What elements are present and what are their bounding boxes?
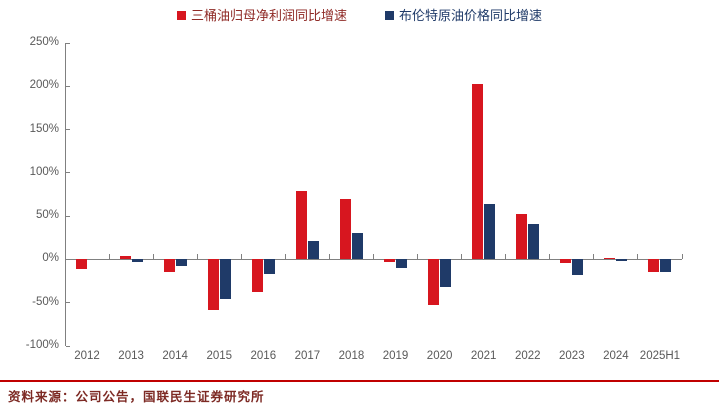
x-tick-label: 2013 [118, 350, 144, 362]
bar-profit-2024 [604, 257, 616, 260]
x-tick-label: 2025H1 [639, 350, 681, 362]
x-tick [240, 254, 242, 260]
bar-profit-2013 [119, 255, 131, 260]
x-tick-label: 2019 [382, 350, 409, 362]
y-tick-label: 150% [29, 122, 59, 135]
x-tick [593, 254, 595, 260]
x-tick-label: 2016 [250, 350, 277, 362]
bar-brent-2022 [528, 223, 540, 260]
footer-separator-line [0, 380, 719, 382]
x-tick [152, 254, 154, 260]
legend-item-profit: 三桶油归母净利润同比增速 [176, 8, 347, 23]
y-axis-line [65, 43, 66, 346]
bar-profit-2023 [560, 259, 572, 263]
source-note: 资料来源：公司公告，国联民生证券研究所 [8, 390, 265, 404]
y-tick-label: 100% [29, 165, 59, 178]
x-tick [549, 254, 551, 260]
x-tick-label: 2023 [559, 350, 585, 362]
bar-brent-2024 [616, 259, 628, 262]
bar-brent-2021 [484, 204, 496, 260]
x-tick-label: 2012 [74, 350, 100, 362]
legend-swatch-icon [176, 11, 186, 20]
x-tick [505, 254, 507, 260]
y-tick [66, 345, 70, 347]
x-tick-label: 2015 [206, 350, 233, 362]
bar-profit-2015 [207, 259, 219, 310]
legend-label: 布伦特原油价格同比增速 [399, 8, 543, 23]
bar-brent-2018 [351, 232, 363, 260]
bar-brent-2014 [175, 259, 187, 267]
bar-profit-2014 [163, 259, 175, 273]
bar-profit-2012 [75, 259, 87, 269]
bar-profit-2020 [428, 259, 440, 306]
x-tick-label: 2020 [426, 350, 453, 362]
x-tick [417, 254, 419, 260]
zero-baseline [65, 258, 682, 260]
y-tick-label: 0% [42, 252, 59, 265]
bar-brent-2025H1 [660, 259, 672, 273]
bar-profit-2017 [295, 191, 307, 260]
x-tick-label: 2024 [603, 350, 629, 362]
legend-label: 三桶油归母净利润同比增速 [190, 8, 347, 23]
x-tick [373, 254, 374, 260]
legend-item-brent: 布伦特原油价格同比增速 [385, 8, 542, 23]
x-tick [328, 254, 330, 260]
x-tick [461, 254, 463, 260]
bar-profit-2016 [251, 259, 263, 293]
x-tick [637, 254, 639, 260]
legend: 三桶油归母净利润同比增速 布伦特原油价格同比增速 [0, 8, 719, 23]
bar-brent-2017 [307, 241, 319, 260]
y-tick [66, 85, 70, 87]
y-tick [66, 172, 70, 174]
legend-swatch-icon [385, 11, 394, 20]
x-tick-label: 2017 [294, 350, 321, 362]
x-tick [284, 254, 286, 260]
plot-area: 250% 200% 150% 100% 50% 0% -50% -100% 2012 2013 20… [26, 36, 683, 362]
bar-brent-2015 [219, 259, 231, 300]
bar-profit-2021 [472, 83, 484, 260]
x-tick [108, 254, 110, 260]
y-tick [66, 129, 70, 131]
bar-profit-2018 [339, 198, 351, 260]
x-tick [681, 254, 683, 260]
y-tick-label: 250% [29, 36, 59, 48]
y-tick [66, 258, 70, 260]
bar-brent-2013 [131, 259, 143, 263]
y-tick [66, 215, 70, 217]
bar-brent-2023 [572, 259, 584, 275]
bar-brent-2019 [396, 259, 408, 269]
x-tick-label: 2021 [470, 350, 497, 362]
y-tick-label: -50% [32, 295, 59, 308]
bar-brent-2016 [263, 259, 275, 275]
bar-profit-2022 [516, 213, 528, 260]
y-tick [66, 42, 70, 44]
y-tick [66, 302, 70, 304]
y-tick-label: 50% [35, 209, 59, 222]
bar-profit-2019 [384, 259, 396, 263]
x-tick-label: 2014 [162, 350, 188, 362]
x-tick [196, 254, 198, 260]
x-tick-label: 2022 [514, 350, 541, 362]
y-tick-label: -100% [25, 339, 59, 351]
x-tick-label: 2018 [338, 350, 365, 362]
y-tick-label: 200% [29, 79, 59, 92]
bar-brent-2020 [440, 259, 452, 288]
bar-profit-2025H1 [648, 259, 660, 272]
